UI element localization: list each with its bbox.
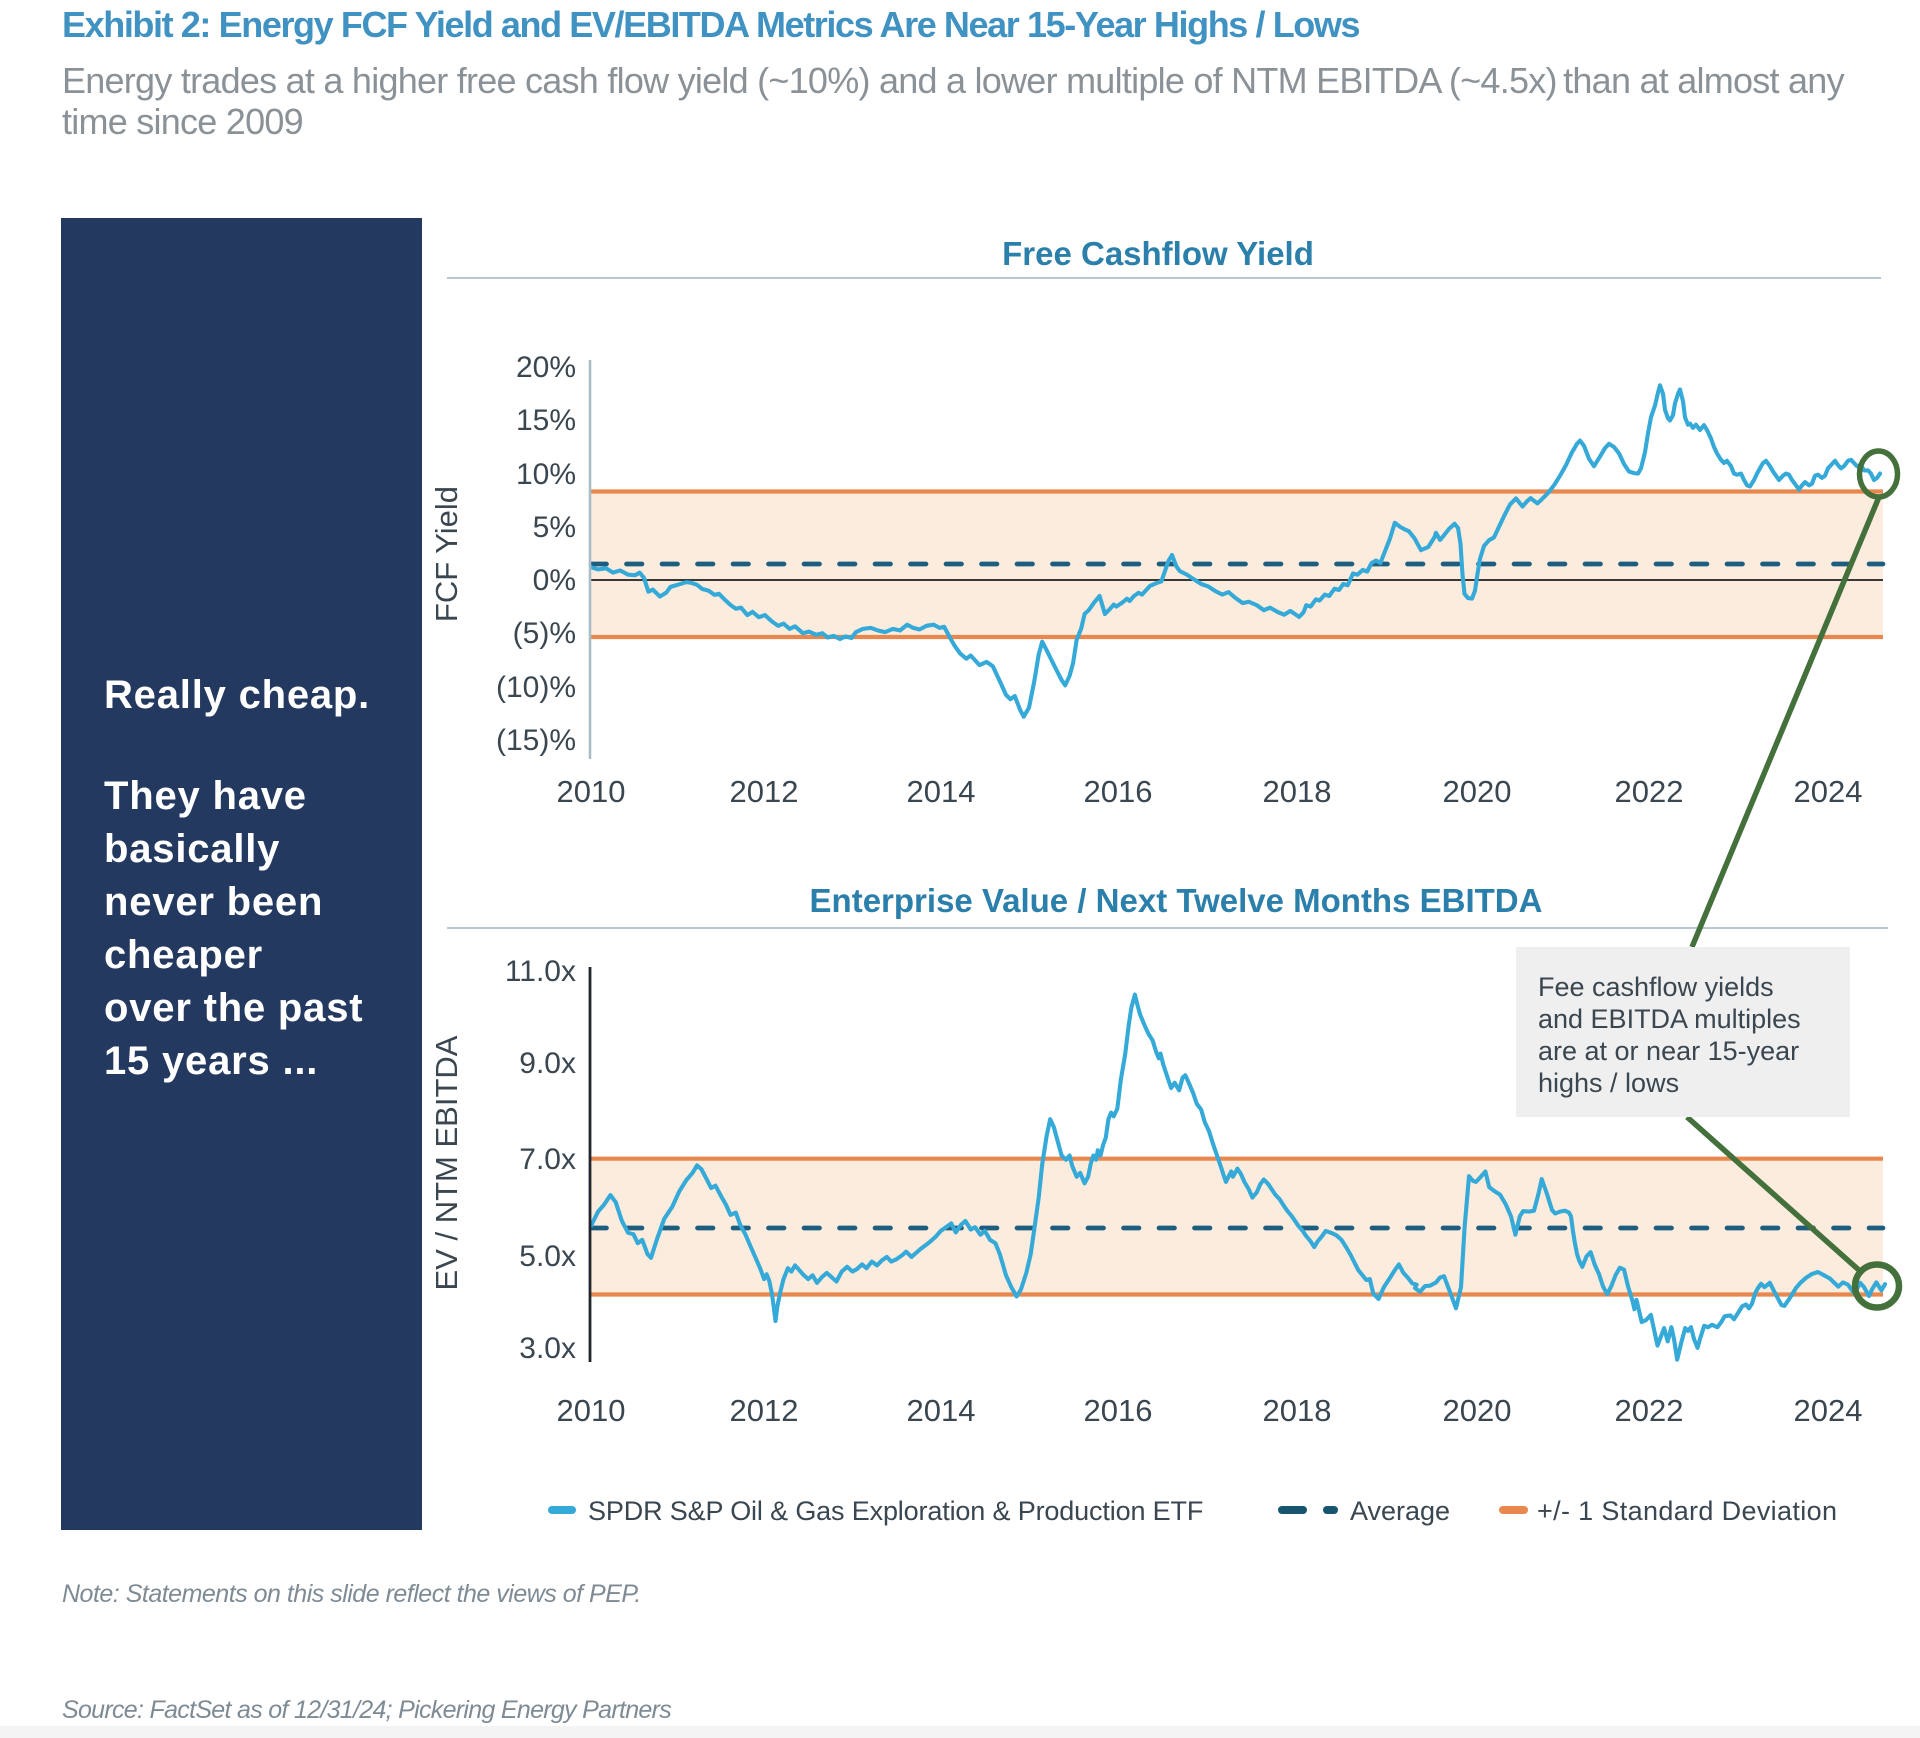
svg-text:EV / NTM EBITDA: EV / NTM EBITDA [429,1035,464,1290]
svg-text:5.0x: 5.0x [519,1240,576,1273]
svg-text:2020: 2020 [1443,1393,1512,1428]
svg-text:2016: 2016 [1084,774,1153,809]
svg-text:Free Cashflow Yield: Free Cashflow Yield [1002,235,1314,272]
svg-text:(10)%: (10)% [496,671,576,704]
svg-text:10%: 10% [516,458,576,491]
svg-text:20%: 20% [516,351,576,384]
svg-text:2010: 2010 [557,1393,626,1428]
svg-text:2010: 2010 [557,774,626,809]
svg-text:2022: 2022 [1615,774,1684,809]
svg-text:15%: 15% [516,404,576,437]
svg-text:2024: 2024 [1794,1393,1863,1428]
svg-text:2012: 2012 [730,774,799,809]
svg-text:highs / lows: highs / lows [1538,1068,1679,1098]
svg-text:2022: 2022 [1615,1393,1684,1428]
svg-text:+/- 1 Standard Deviation: +/- 1 Standard Deviation [1537,1496,1837,1526]
svg-text:FCF Yield: FCF Yield [429,486,464,622]
svg-text:0%: 0% [533,564,576,597]
svg-text:SPDR S&P Oil & Gas Exploration: SPDR S&P Oil & Gas Exploration & Product… [588,1496,1203,1526]
svg-text:5%: 5% [533,511,576,544]
svg-text:and EBITDA multiples: and EBITDA multiples [1538,1004,1801,1034]
svg-text:Enterprise Value / Next Twelve: Enterprise Value / Next Twelve Months EB… [810,882,1543,919]
svg-text:2016: 2016 [1084,1393,1153,1428]
svg-text:2014: 2014 [907,1393,976,1428]
svg-text:(5)%: (5)% [513,617,576,650]
svg-text:2024: 2024 [1794,774,1863,809]
svg-text:2018: 2018 [1263,1393,1332,1428]
svg-text:are at or near 15-year: are at or near 15-year [1538,1036,1799,1066]
svg-text:9.0x: 9.0x [519,1047,576,1080]
svg-text:2014: 2014 [907,774,976,809]
svg-text:2020: 2020 [1443,774,1512,809]
svg-text:Fee cashflow yields: Fee cashflow yields [1538,972,1774,1002]
svg-text:2012: 2012 [730,1393,799,1428]
svg-text:2018: 2018 [1263,774,1332,809]
svg-text:3.0x: 3.0x [519,1332,576,1365]
svg-text:Average: Average [1350,1496,1450,1526]
svg-text:(15)%: (15)% [496,724,576,757]
svg-text:7.0x: 7.0x [519,1143,576,1176]
svg-text:11.0x: 11.0x [505,955,576,988]
